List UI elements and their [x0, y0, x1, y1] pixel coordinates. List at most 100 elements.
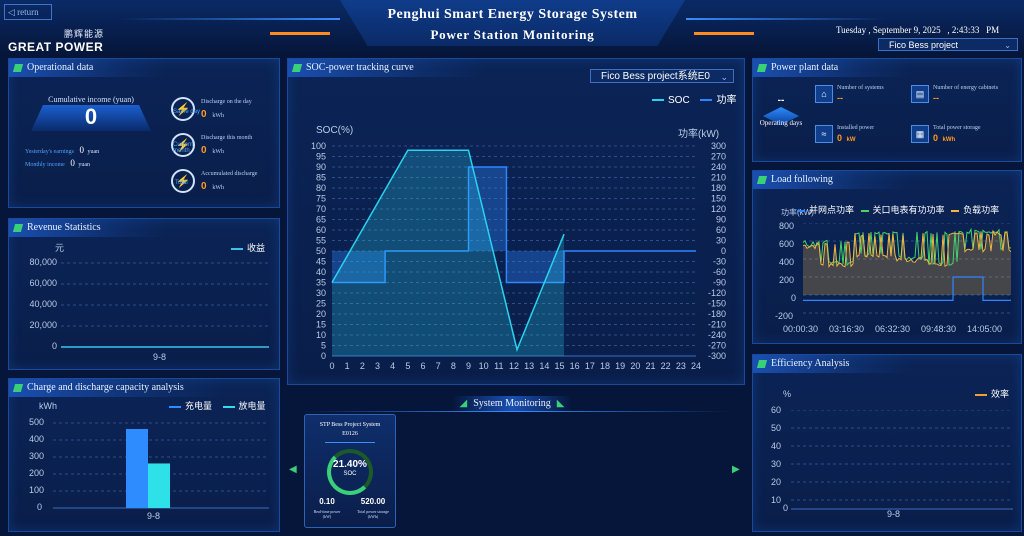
capacity-ytick: 500 [29, 417, 45, 427]
storage-label: Total power storage (kWh) [357, 509, 389, 519]
soc-x-tick: 7 [436, 361, 441, 371]
soc-x-tick: 6 [420, 361, 425, 371]
soc-x-tick: 18 [600, 361, 610, 371]
efficiency-title: Efficiency Analysis [753, 355, 911, 373]
soc-left-tick: 15 [316, 320, 326, 330]
capacity-bar-discharge [148, 463, 170, 508]
plant-title: Power plant data [753, 59, 911, 77]
soc-x-tick: 12 [509, 361, 519, 371]
soc-x-tick: 0 [329, 361, 334, 371]
soc-right-tick: -30 [713, 257, 726, 267]
soc-x-tick: 20 [630, 361, 640, 371]
revenue-ytick: 0 [51, 341, 57, 351]
monthly-income: Monthly income 0 yuan [25, 158, 91, 168]
cabinets-count-value: -- [933, 93, 939, 103]
legend-meter-power: 关口电表有功功率 [872, 205, 945, 215]
project-select-value: Fico Bess project [889, 40, 959, 50]
soc-system-select-value: Fico Bess project系统E0 [601, 71, 710, 82]
operational-panel: Operational data Cumulative income (yuan… [8, 58, 280, 208]
capacity-chart [53, 422, 269, 509]
efficiency-xtick: 9-8 [887, 509, 901, 519]
operating-days-label: Operating days [759, 119, 803, 127]
header-right-accent [686, 18, 886, 20]
project-select[interactable]: Fico Bess project ⌄ [878, 38, 1018, 51]
home-icon: ⌂ [815, 85, 833, 103]
soc-x-tick: 15 [554, 361, 564, 371]
soc-title: SOC-power tracking curve [288, 59, 486, 77]
cum-income-value: 0 [84, 104, 98, 129]
efficiency-zero-tick: 0 [783, 503, 789, 513]
revenue-panel: Revenue Statistics 元 收益 80,000 60,000 40… [8, 218, 280, 370]
next-arrow-button[interactable]: ▶ [732, 464, 740, 475]
system-card[interactable]: STP Bess Project System E0126 21.40% SOC… [304, 414, 396, 528]
soc-right-tick: 150 [711, 194, 726, 204]
system-monitoring-title: ◢ System Monitoring ◣ [459, 398, 565, 409]
datetime: Tuesday , September 9, 2025 , 2:43:33 PM [836, 25, 1000, 35]
grid-power-line [803, 276, 1011, 301]
soc-right-tick: 240 [711, 162, 726, 172]
return-label: return [17, 7, 39, 17]
discharge-month-value: 0 kWh [201, 145, 225, 156]
operating-days-value: -- [777, 95, 785, 106]
efficiency-ytick: 10 [771, 495, 782, 505]
cabinets-count-item: ▤ Number of energy cabinets -- [911, 85, 1019, 107]
soc-right-tick: -90 [713, 278, 726, 288]
installed-power-label: Installed power [837, 125, 875, 131]
efficiency-ytick: 60 [771, 405, 782, 415]
brand-cn: 鹏辉能源 [64, 29, 105, 39]
soc-right-tick: 180 [711, 183, 726, 193]
soc-series-line [331, 149, 565, 353]
soc-x-tick: 16 [570, 361, 580, 371]
load-unit: 功率(kW) [781, 208, 814, 217]
soc-x-tick: 21 [645, 361, 655, 371]
title-line2: Power Station Monitoring [430, 27, 595, 42]
load-ytick: 200 [779, 275, 795, 285]
load-xtick: 09:48:30 [921, 324, 957, 334]
soc-left-tick: 75 [316, 194, 326, 204]
cum-income-label: Cumulative income (yuan) [48, 95, 134, 104]
systems-count-value: -- [837, 93, 843, 103]
soc-left-tick: 40 [316, 267, 326, 277]
efficiency-ytick: 50 [771, 423, 782, 433]
back-arrow-icon: ◁ [8, 7, 15, 17]
soc-right-tick: -180 [708, 309, 726, 319]
soc-right-tick: 90 [716, 215, 726, 225]
soc-x-tick: 9 [466, 361, 471, 371]
capacity-legend: 充电量 放电量 [169, 399, 266, 412]
capacity-ytick: 200 [29, 468, 45, 478]
load-ytick: 600 [779, 239, 795, 249]
system-card-divider [325, 442, 375, 443]
return-button[interactable]: ◁ return [4, 4, 52, 20]
soc-gauge-value: 21.40% [333, 459, 367, 470]
soc-x-tick: 4 [390, 361, 395, 371]
soc-right-tick: 0 [721, 246, 726, 256]
load-xtick: 06:32:30 [875, 324, 911, 334]
yesterday-earnings: Yesterday's earnings 0 yuan [25, 145, 100, 155]
accumulated-icon-text: Total [175, 180, 188, 186]
load-chart [803, 223, 1011, 314]
flag-icon: ◣ [556, 398, 565, 409]
load-ytick: -200 [775, 311, 794, 321]
soc-x-tick: 19 [615, 361, 625, 371]
soc-x-tick: 22 [661, 361, 671, 371]
soc-right-tick: 270 [711, 152, 726, 162]
header-orange-accent-right [694, 32, 754, 35]
soc-left-tick: 100 [311, 141, 326, 151]
realtime-power-label: Real-time power (kW) [313, 509, 341, 519]
prev-arrow-button[interactable]: ◀ [289, 464, 297, 475]
soc-gauge [327, 449, 373, 495]
header-orange-accent-left [270, 32, 330, 35]
legend-charge: 充电量 [185, 401, 213, 411]
load-power-line [803, 229, 1011, 269]
soc-left-tick: 70 [316, 204, 326, 214]
soc-right-tick: 60 [716, 225, 726, 235]
soc-left-axis-label: SOC(%) [316, 125, 354, 136]
legend-power: 功率 [716, 95, 737, 106]
capacity-ytick: 300 [29, 451, 45, 461]
accumulated-label: Accumulated discharge [201, 171, 258, 177]
soc-system-select[interactable]: Fico Bess project系统E0 ⌄ [590, 69, 734, 83]
total-storage-value: 0 kWh [933, 133, 956, 143]
total-storage-item: ▦ Total power storage 0 kWh [911, 125, 1019, 147]
meter-power-line [803, 227, 1011, 267]
